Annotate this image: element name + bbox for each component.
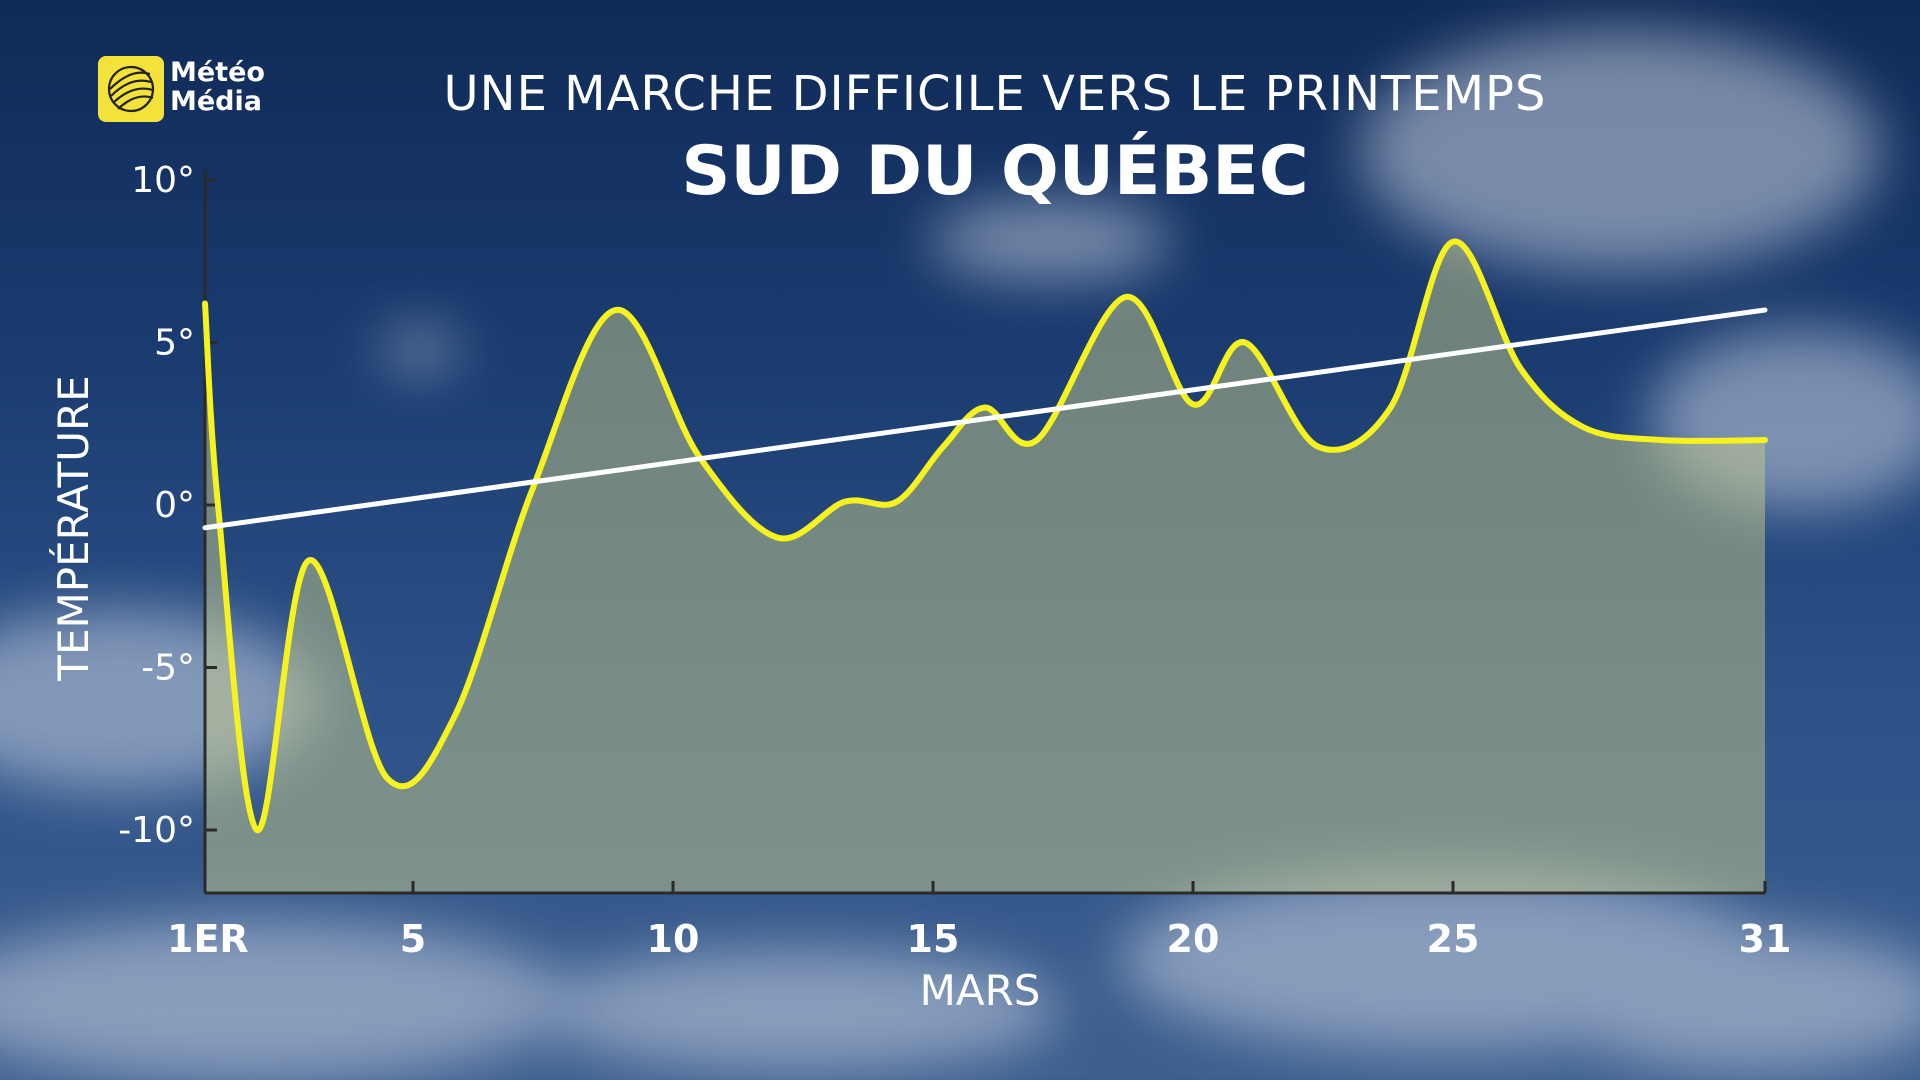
x-tick-label: 10 bbox=[647, 917, 700, 961]
meteomedia-logo: Météo Média bbox=[98, 56, 268, 126]
globe-icon bbox=[98, 56, 164, 122]
x-tick-label: 20 bbox=[1167, 917, 1220, 961]
trend-line bbox=[202, 307, 1768, 531]
chart-title: UNE MARCHE DIFFICILE VERS LE PRINTEMPS bbox=[443, 66, 1547, 122]
y-tick-label: 5° bbox=[154, 323, 195, 364]
x-tick-label: 25 bbox=[1427, 917, 1480, 961]
brand-line2: Média bbox=[170, 86, 262, 117]
brand-name: Météo Média bbox=[170, 58, 265, 116]
temperature-area-fill bbox=[205, 241, 1765, 893]
x-tick-label: 1ER bbox=[167, 917, 249, 961]
y-tick-label: 10° bbox=[131, 160, 195, 201]
y-axis-title: TEMPÉRATURE bbox=[48, 375, 98, 681]
x-axis-title: MARS bbox=[920, 966, 1041, 1015]
chart-subtitle: SUD DU QUÉBEC bbox=[681, 132, 1309, 211]
x-tick-label: 15 bbox=[907, 917, 960, 961]
brand-line1: Météo bbox=[170, 57, 265, 88]
x-tick-label: 31 bbox=[1739, 917, 1792, 961]
y-tick-label: 0° bbox=[154, 485, 195, 526]
y-tick-label: -5° bbox=[141, 648, 195, 689]
temperature-line bbox=[202, 238, 1768, 834]
x-tick-label: 5 bbox=[400, 917, 426, 961]
y-tick-label: -10° bbox=[118, 810, 195, 851]
